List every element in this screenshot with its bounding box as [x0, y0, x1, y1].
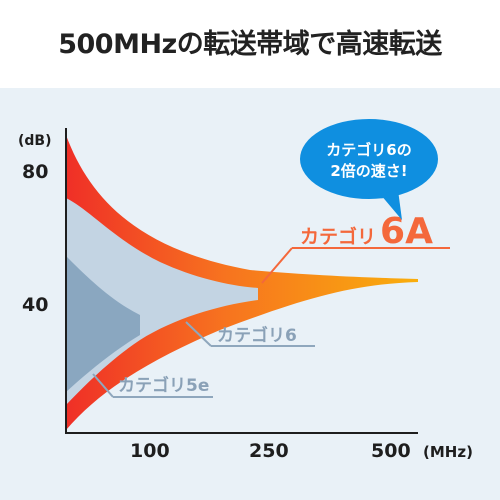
cat5e-area [66, 256, 140, 392]
cat6a-label-suffix: 6A [380, 211, 433, 252]
y-axis-unit: (dB) [18, 133, 52, 149]
cat6a-leader [261, 247, 293, 284]
x-tick-label: 250 [249, 440, 289, 462]
series-label-cat6: カテゴリ6 [217, 325, 297, 346]
cat6a-area [66, 135, 418, 430]
x-tick-label: 100 [130, 440, 170, 462]
callout-bubble [300, 119, 438, 199]
cat5e-leader [92, 373, 114, 398]
x-axis-unit: (MHz) [423, 443, 473, 461]
page-title: 500MHzの転送帯域で高速転送 [58, 29, 442, 60]
callout-line-1: カテゴリ6の [326, 141, 411, 159]
series-label-cat6a: カテゴリ 6A [300, 211, 433, 252]
callout-line-2: 2倍の速さ! [330, 162, 407, 180]
cat6-leader [185, 321, 212, 347]
y-tick-label: 40 [22, 294, 48, 316]
cat6-area [66, 198, 258, 405]
cat6a-label-prefix: カテゴリ [300, 225, 376, 248]
header: 500MHzの転送帯域で高速転送 [0, 0, 500, 88]
y-tick-label: 80 [22, 161, 48, 183]
callout-tail [380, 190, 402, 220]
x-tick-label: 500 [371, 440, 411, 462]
series-label-cat5e: カテゴリ5e [118, 375, 209, 396]
